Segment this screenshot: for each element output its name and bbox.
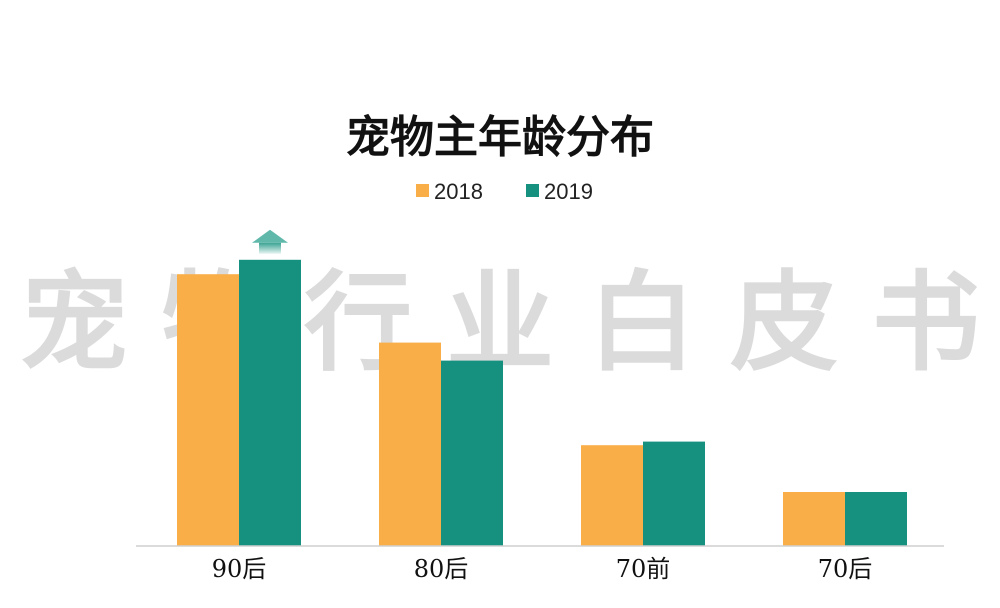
bar-2019-2: [643, 441, 705, 546]
legend: 2018 2019: [416, 179, 593, 204]
increase-arrow-icon: [252, 229, 288, 254]
bar-2019-3: [845, 492, 907, 546]
bar-2019-0: [239, 259, 301, 546]
x-tick-label: 80后: [414, 555, 469, 583]
bar-2018-0: [177, 274, 239, 546]
x-axis-tick-labels: 90后 80后 70前 70后: [212, 555, 873, 583]
chart-title: 宠物主年龄分布: [346, 112, 654, 163]
annotations: [252, 229, 288, 254]
bar-2018-3: [783, 492, 845, 546]
bar-2019-1: [441, 360, 503, 546]
x-tick-label: 70前: [616, 555, 671, 583]
bar-2018-2: [581, 445, 643, 546]
legend-label-2018: 2018: [434, 179, 483, 204]
legend-label-2019: 2019: [544, 179, 593, 204]
legend-swatch-2019: [526, 184, 539, 197]
bars: [177, 259, 907, 546]
x-tick-label: 70后: [818, 555, 873, 583]
legend-swatch-2018: [416, 184, 429, 197]
x-tick-label: 90后: [212, 555, 267, 583]
bar-2018-1: [379, 342, 441, 546]
